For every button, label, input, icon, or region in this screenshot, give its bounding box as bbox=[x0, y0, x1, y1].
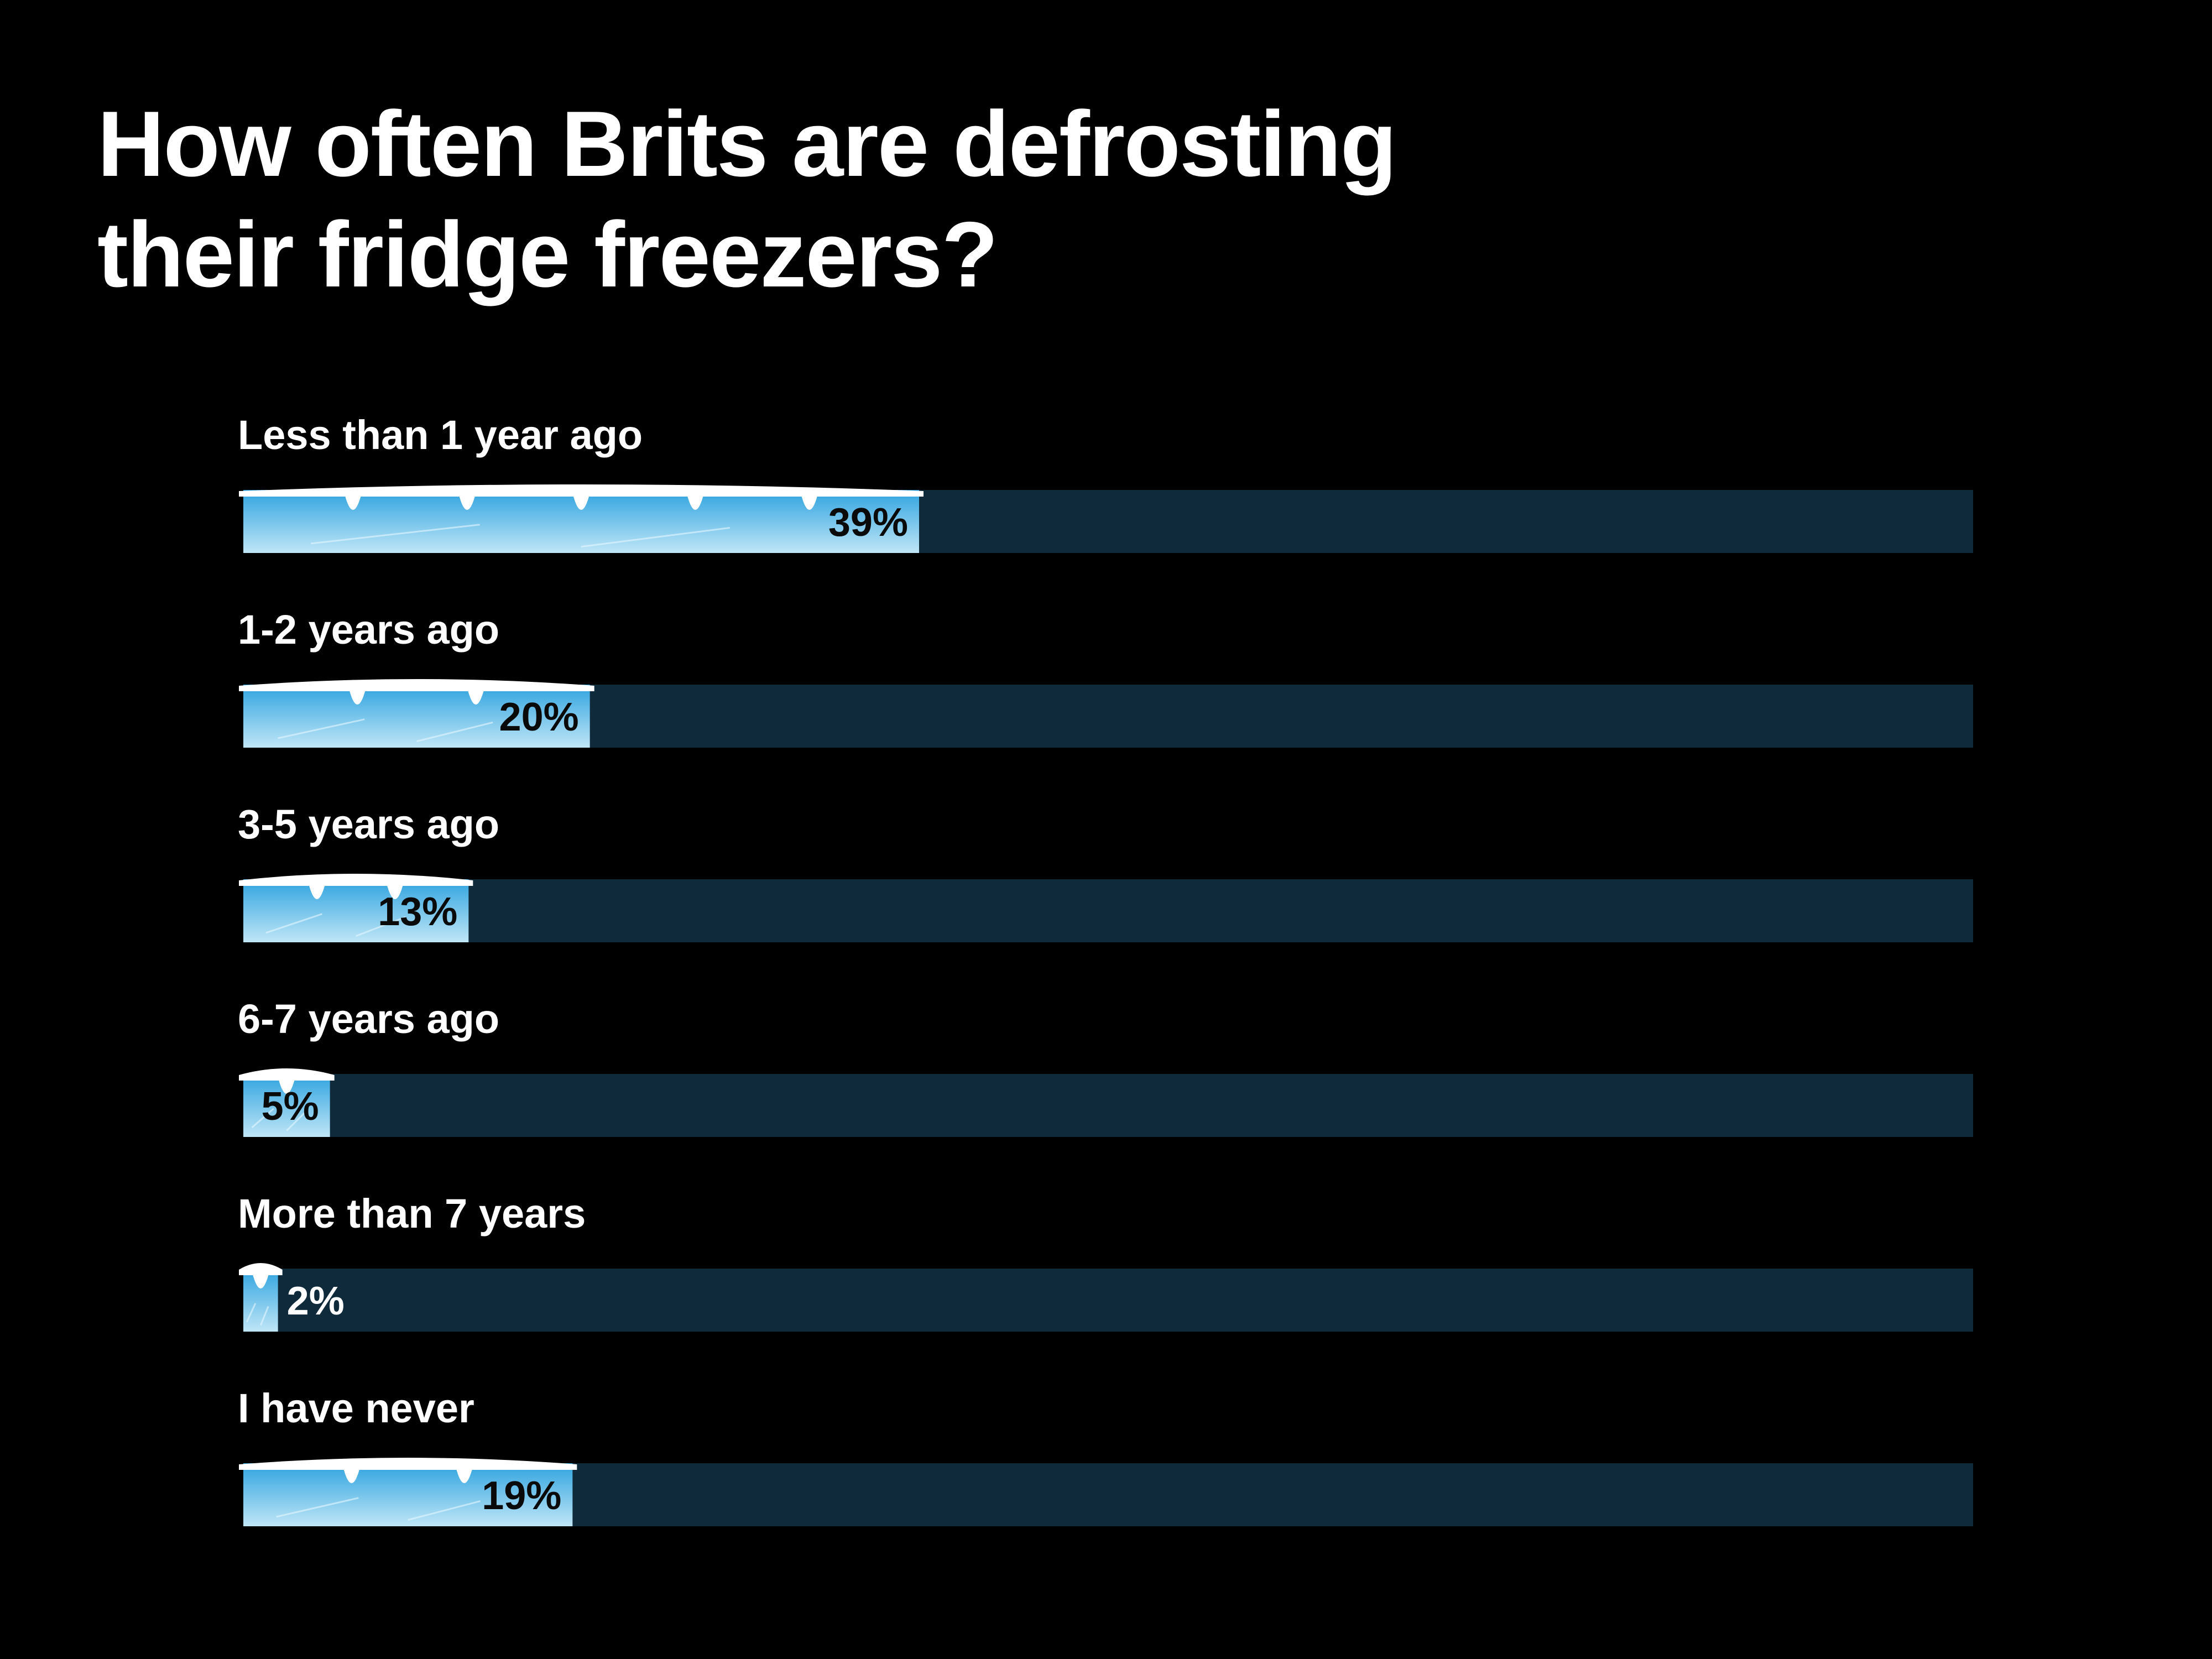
value-label: 2% bbox=[287, 1279, 345, 1323]
category-label: More than 7 years bbox=[238, 1191, 586, 1237]
category-label: 1-2 years ago bbox=[238, 607, 499, 653]
snow-cap bbox=[239, 484, 924, 510]
category-label: Less than 1 year ago bbox=[238, 412, 643, 458]
bar bbox=[243, 1463, 573, 1526]
value-label: 39% bbox=[828, 500, 908, 545]
ice-crack bbox=[265, 913, 406, 937]
ice-crack bbox=[246, 1303, 269, 1326]
bar bbox=[243, 685, 590, 748]
ice-crack bbox=[251, 1108, 306, 1131]
bar-track bbox=[243, 879, 1973, 942]
value-label: 19% bbox=[482, 1474, 561, 1518]
ice-crack bbox=[278, 718, 493, 743]
snow-cap bbox=[239, 1263, 283, 1288]
snow-cap bbox=[239, 679, 594, 705]
bar-track bbox=[243, 1269, 1973, 1332]
category-label: I have never bbox=[238, 1385, 474, 1431]
value-label: 13% bbox=[378, 890, 457, 934]
category-label: 6-7 years ago bbox=[238, 996, 499, 1042]
category-label: 3-5 years ago bbox=[238, 801, 499, 847]
bar bbox=[243, 879, 469, 942]
chart-title: How often Brits are defrosting their fri… bbox=[97, 92, 1397, 306]
snow-cap bbox=[239, 1458, 577, 1483]
ice-crack bbox=[276, 1497, 481, 1521]
value-label: 20% bbox=[499, 695, 579, 739]
ice-crack bbox=[311, 524, 731, 548]
snow-cap bbox=[239, 1068, 335, 1094]
bar-track bbox=[243, 1074, 1973, 1137]
snow-cap bbox=[239, 874, 473, 899]
value-label: 5% bbox=[262, 1084, 319, 1129]
